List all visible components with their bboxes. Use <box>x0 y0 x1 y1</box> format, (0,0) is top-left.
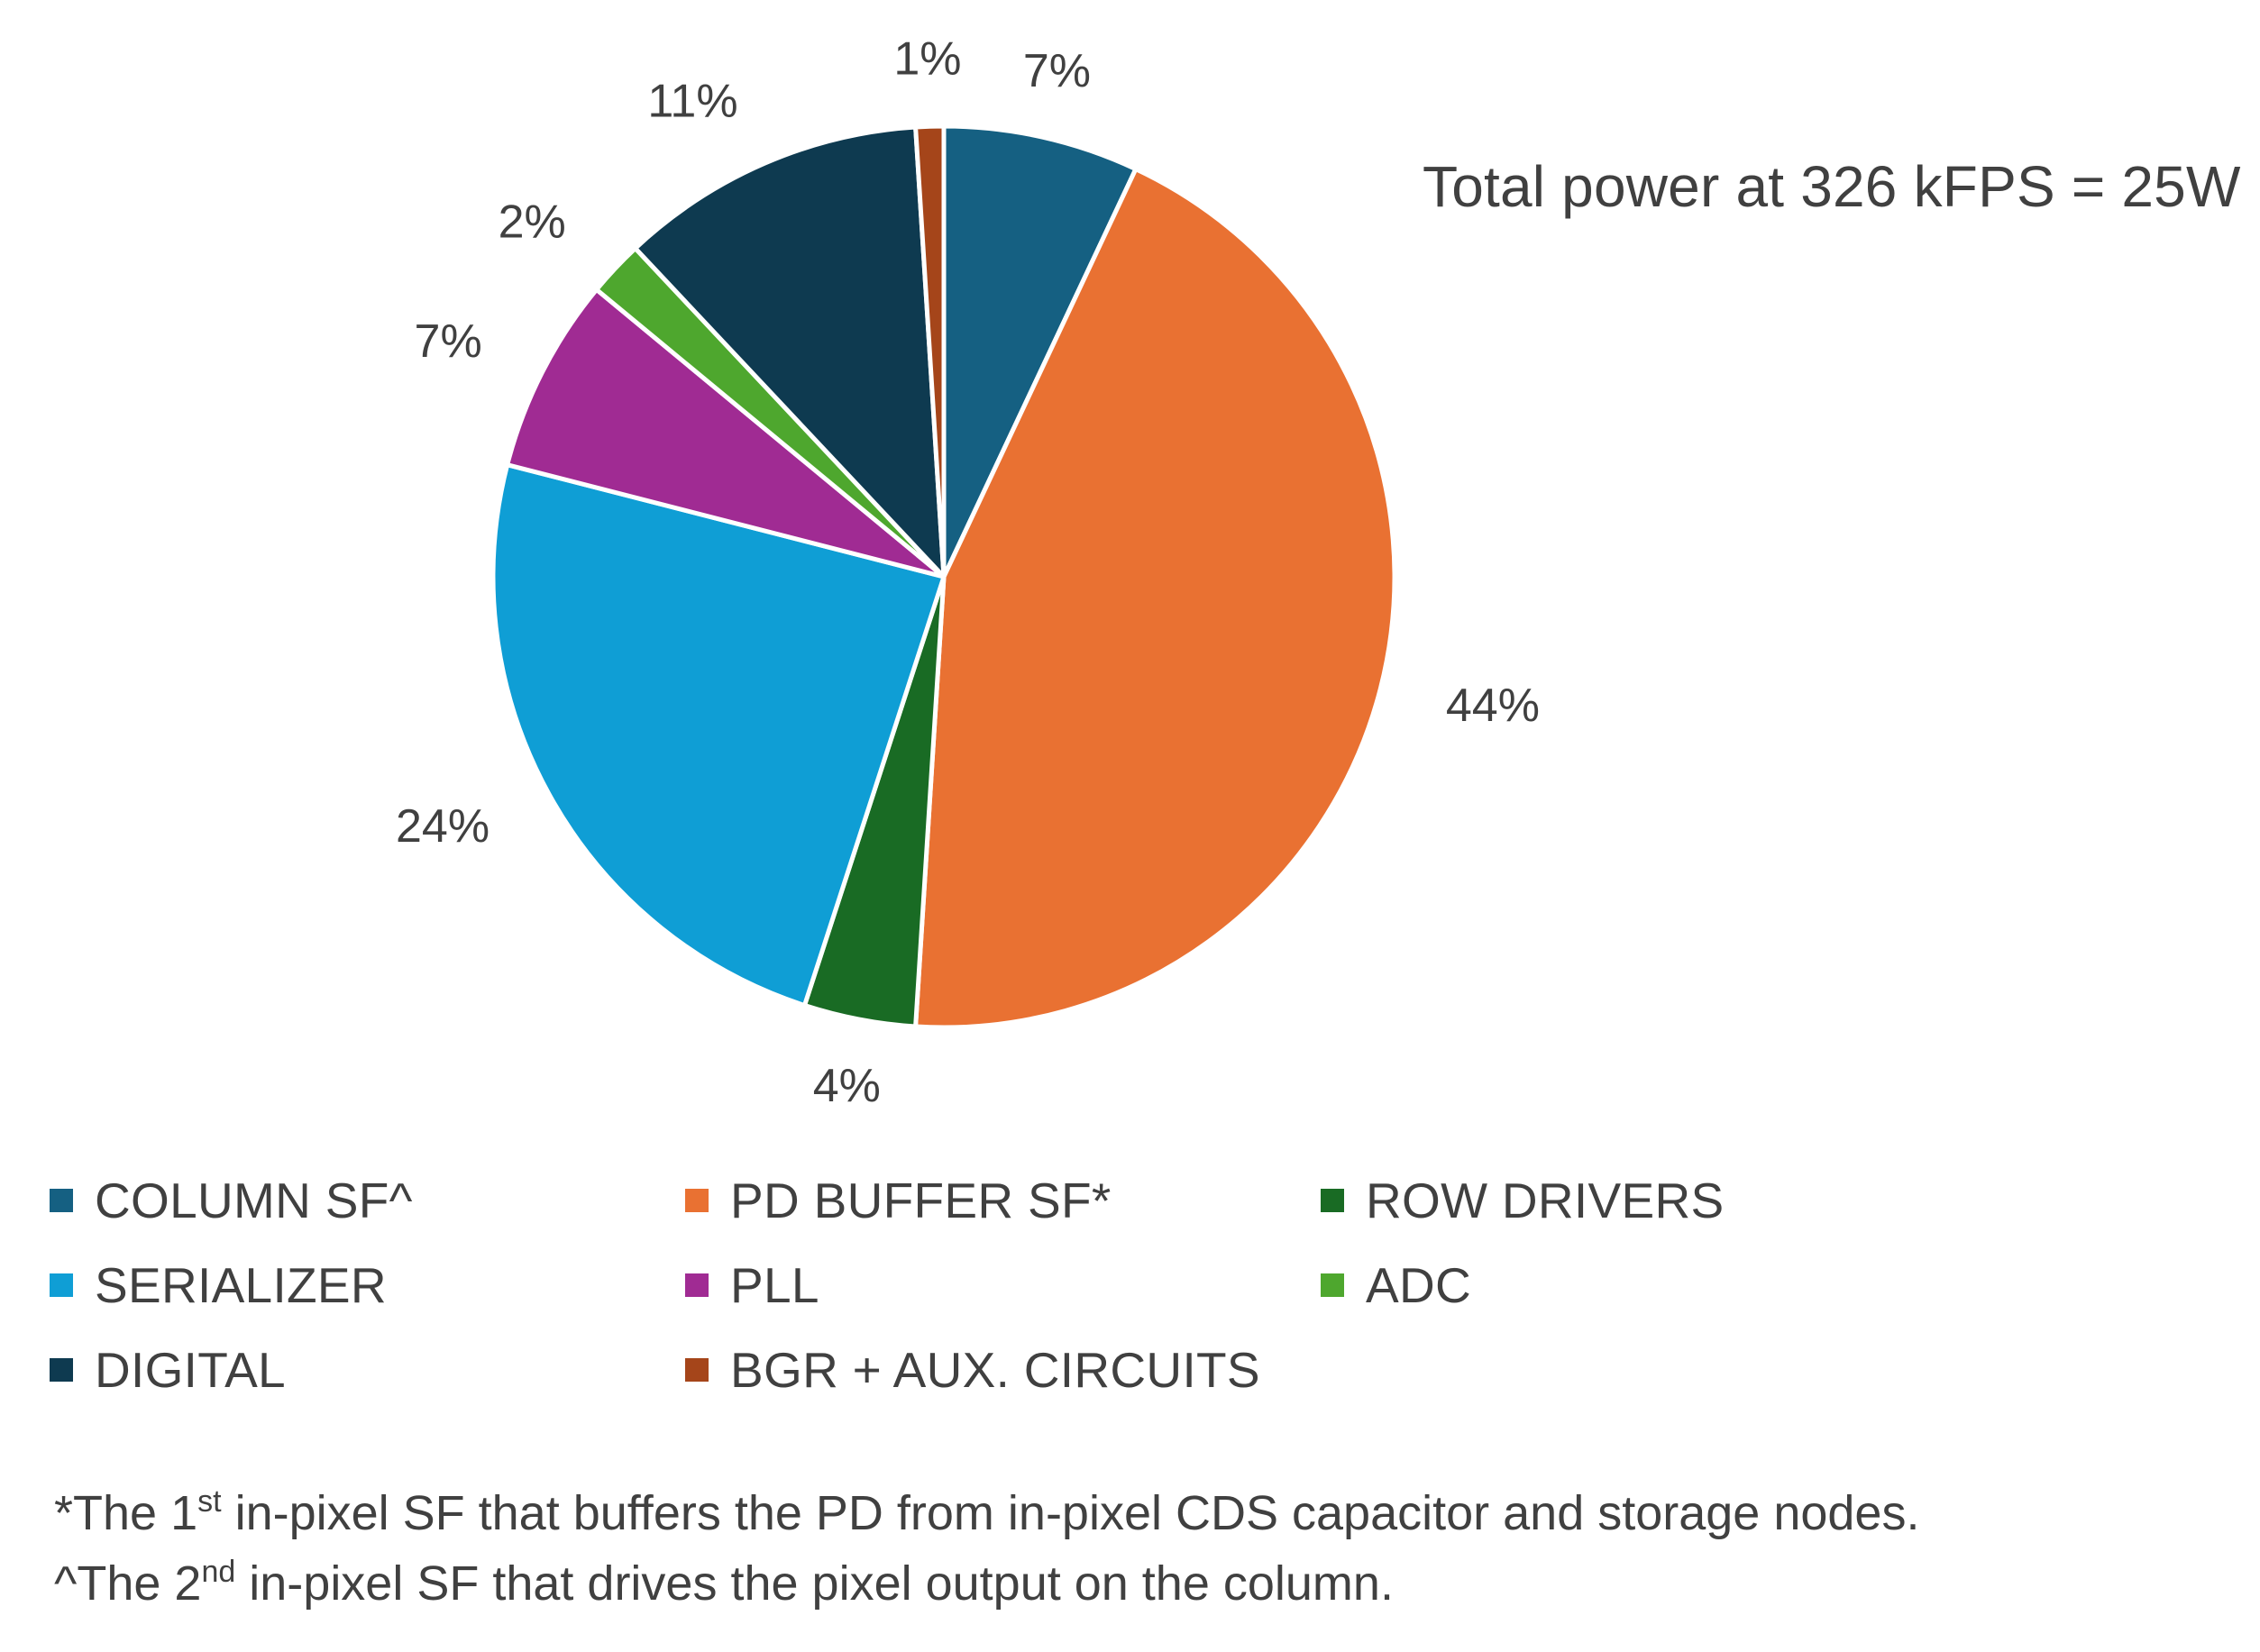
data-label-bgr-aux-circuits: 1% <box>893 32 961 85</box>
pie-slice-serializer <box>490 462 947 1009</box>
legend-swatch <box>685 1358 709 1382</box>
pie-slices <box>490 123 1397 1030</box>
legend-swatch <box>685 1189 709 1212</box>
data-label-serializer: 24% <box>396 800 490 853</box>
data-label-digital: 11% <box>647 75 737 127</box>
legend-label: BGR + AUX. CIRCUITS <box>730 1342 1260 1398</box>
legend-item-row-drivers: ROW DRIVERS <box>1321 1172 1762 1229</box>
footnote-text: ^The 2 <box>54 1556 202 1611</box>
footnote-superscript: nd <box>201 1555 236 1589</box>
footnotes: *The 1st in-pixel SF that buffers the PD… <box>54 1478 1919 1619</box>
pie-slice-pll <box>505 287 947 580</box>
pie-chart: 7% 44% 4% 24% 7% 2% 11% 1% <box>396 32 1540 1112</box>
legend-swatch <box>685 1273 709 1297</box>
data-label-row-drivers: 4% <box>813 1060 881 1112</box>
legend-item-pll: PLL <box>685 1256 1321 1314</box>
total-power-annotation: Total power at 326 kFPS = 25W <box>1423 154 2241 219</box>
pie-slice-column-sf <box>941 123 1139 580</box>
footnote-column-sf: ^The 2nd in-pixel SF that drives the pix… <box>54 1548 1919 1619</box>
legend-label: COLUMN SF^ <box>95 1173 413 1228</box>
data-label-column-sf: 7% <box>1023 45 1091 97</box>
legend-item-digital: DIGITAL <box>50 1341 685 1399</box>
legend-item-adc: ADC <box>1321 1256 1762 1314</box>
pie-slice-digital <box>633 124 947 580</box>
legend-label: PLL <box>730 1257 819 1313</box>
footnote-pd-buffer: *The 1st in-pixel SF that buffers the PD… <box>54 1478 1919 1548</box>
legend-label: ADC <box>1366 1257 1472 1313</box>
footnote-text: *The 1 <box>54 1486 198 1540</box>
pie-slice-bgr-aux-circuits <box>913 123 947 580</box>
data-label-adc: 2% <box>499 196 566 248</box>
data-label-pd-buffer-sf: 44% <box>1446 680 1540 732</box>
pie-data-labels: 7% 44% 4% 24% 7% 2% 11% 1% <box>396 32 1540 1112</box>
legend-item-serializer: SERIALIZER <box>50 1256 685 1314</box>
legend-label: ROW DRIVERS <box>1366 1173 1725 1228</box>
footnote-text: in-pixel SF that buffers the PD from in-… <box>221 1486 1920 1540</box>
chart-legend: COLUMN SF^ PD BUFFER SF* ROW DRIVERS SER… <box>50 1172 1762 1399</box>
legend-item-bgr-aux-circuits: BGR + AUX. CIRCUITS <box>685 1341 1321 1399</box>
legend-item-column-sf: COLUMN SF^ <box>50 1172 685 1229</box>
footnote-text: in-pixel SF that drives the pixel output… <box>235 1556 1394 1611</box>
pie-slice-pd-buffer-sf <box>913 167 1397 1030</box>
legend-item-pd-buffer-sf: PD BUFFER SF* <box>685 1172 1321 1229</box>
legend-label: SERIALIZER <box>95 1257 387 1313</box>
legend-swatch <box>1321 1273 1344 1297</box>
legend-label: DIGITAL <box>95 1342 286 1398</box>
legend-swatch <box>50 1358 73 1382</box>
legend-swatch <box>1321 1189 1344 1212</box>
legend-swatch <box>50 1273 73 1297</box>
legend-swatch <box>50 1189 73 1212</box>
data-label-pll: 7% <box>415 315 482 368</box>
footnote-superscript: st <box>197 1484 222 1519</box>
legend-label: PD BUFFER SF* <box>730 1173 1112 1228</box>
